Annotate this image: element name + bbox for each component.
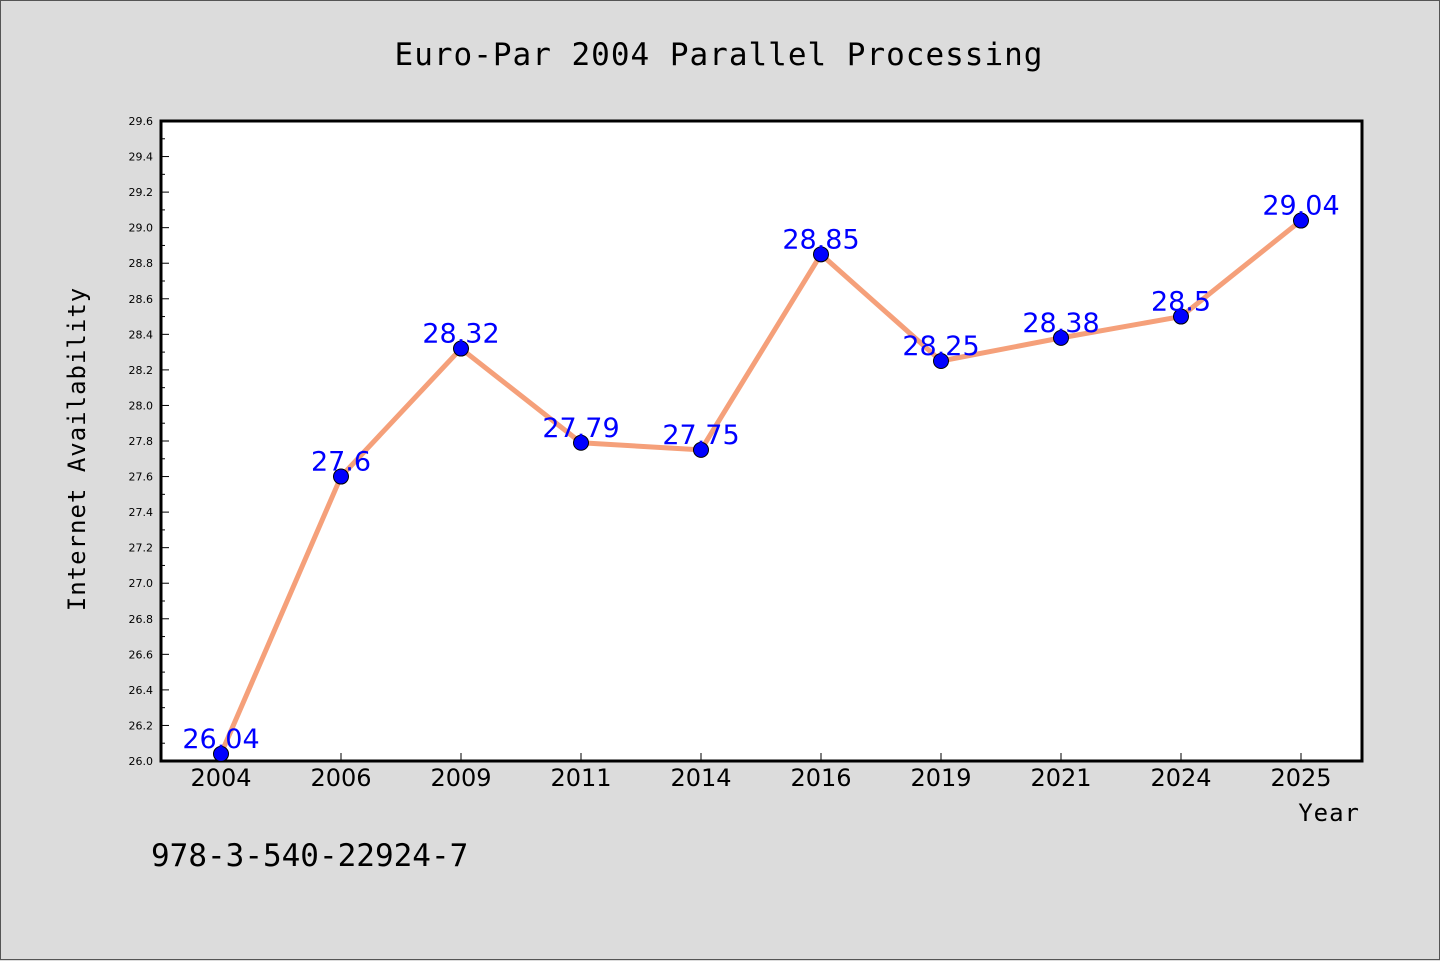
y-tick-label: 28.0 [129,399,154,412]
data-point [693,441,709,458]
series-line [218,218,1303,755]
data-point [1053,329,1069,346]
data-label: 29.04 [1262,191,1339,222]
x-tick-label: 2014 [670,764,731,792]
data-point [453,340,469,357]
y-tick-label: 27.2 [129,542,154,555]
x-tick-label: 2009 [430,764,491,792]
y-tick-label: 29.2 [129,186,154,199]
y-tick-label: 29.4 [129,151,154,164]
y-tick-label: 28.8 [129,257,154,270]
data-label: 28.25 [902,331,979,362]
x-tick-label: 2011 [550,764,611,792]
y-tick-label: 27.0 [129,577,154,590]
y-tick-label: 28.6 [129,293,154,306]
x-tick-label: 2025 [1270,764,1331,792]
chart-title: Euro-Par 2004 Parallel Processing [395,37,1044,73]
data-point [1293,212,1309,229]
data-label: 28.38 [1022,308,1099,339]
data-point [333,468,349,485]
footer-isbn: 978-3-540-22924-7 [151,838,468,874]
y-tick-label: 26.6 [129,648,154,661]
data-point [933,353,949,369]
y-tick-label: 27.6 [129,471,154,484]
data-point [213,745,229,762]
data-label: 27.79 [542,413,619,444]
y-tick-label: 27.8 [129,435,154,448]
y-tick-label: 26.4 [129,684,154,697]
data-point [1173,308,1189,325]
x-tick-label: 2006 [310,764,371,792]
y-tick-label: 29.0 [129,222,154,235]
data-point [813,246,829,263]
x-tick-label: 2019 [910,764,971,792]
data-label: 27.75 [662,420,739,451]
y-tick-label: 26.2 [129,719,154,732]
y-tick-label: 27.4 [129,506,154,519]
y-axis-label: Internet Availability [63,287,91,611]
y-tick-label: 26.8 [129,613,154,626]
x-tick-label: 2024 [1150,764,1211,792]
data-label: 27.6 [311,447,371,478]
x-axis-ticks: 2004 2006 2009 2011 2014 2016 2019 2021 2024 2025 [190,753,1332,792]
data-labels: 26.04 27.6 28.32 27.79 27.75 28.85 28.25 28.38 2… [182,191,1339,755]
data-label: 28.5 [1151,287,1211,318]
x-tick-label: 2016 [790,764,851,792]
y-tick-label: 28.2 [129,364,154,377]
y-tick-label: 28.4 [129,328,154,341]
x-axis-label: Year [1298,799,1360,827]
data-series [213,212,1309,762]
y-tick-label: 29.6 [129,115,154,128]
y-tick-label: 26.0 [129,755,154,768]
y-axis-ticks: 26.0 26.2 26.4 26.6 26.8 27.0 27.2 27.4 27.6 27.8… [129,115,169,768]
data-label: 28.85 [782,224,859,255]
data-point [573,434,589,451]
x-tick-label: 2021 [1030,764,1091,792]
x-tick-label: 2004 [190,764,251,792]
data-label: 26.04 [182,724,259,755]
plot-area [159,119,1364,763]
data-label: 28.32 [422,319,499,350]
